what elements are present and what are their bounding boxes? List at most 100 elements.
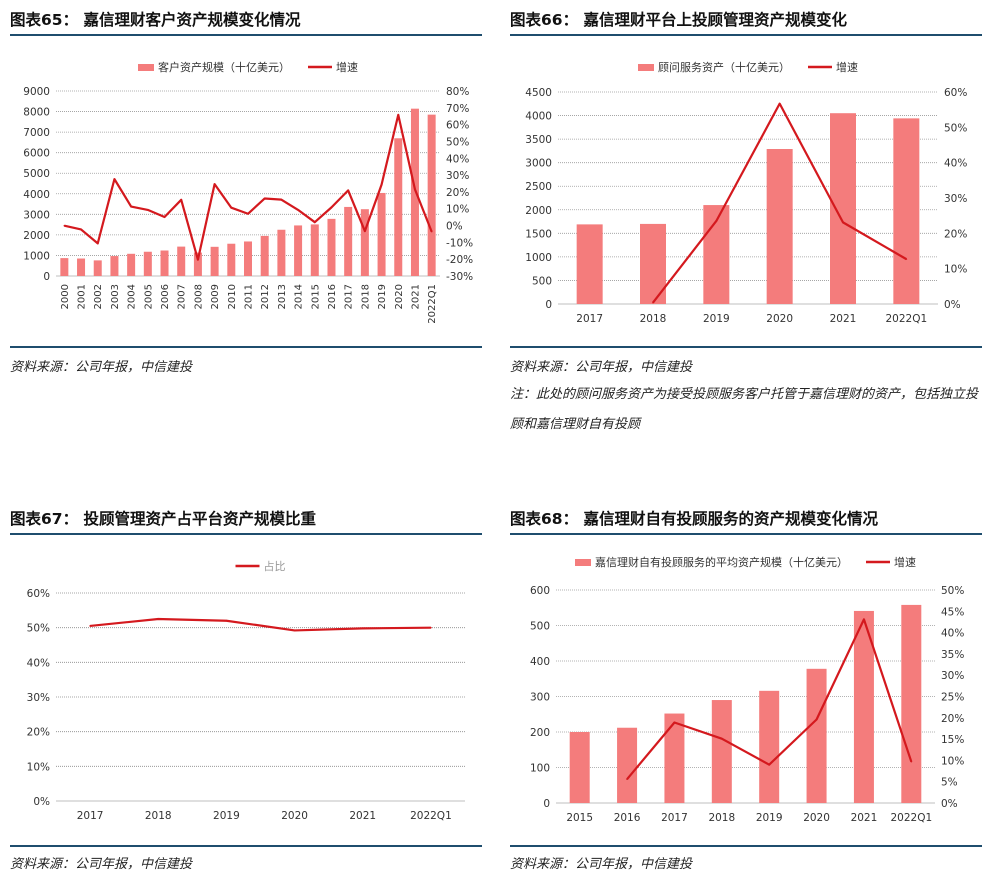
x-tick-label: 2019 (213, 810, 240, 822)
x-tick-label: 2015 (310, 284, 321, 309)
bar (260, 235, 269, 276)
legend-label-bar: 客户资产规模（十亿美元） (158, 60, 290, 74)
bar (711, 700, 732, 803)
line-point (213, 183, 216, 185)
line-point (768, 763, 770, 766)
x-tick-label: 2020 (281, 810, 308, 822)
y-tick-label: 6000 (23, 148, 50, 160)
bar (893, 118, 920, 304)
y-tick-label: 3000 (525, 158, 552, 170)
line-point (113, 178, 116, 180)
x-tick-label: 2019 (756, 812, 783, 824)
y2-tick-label: 30% (446, 170, 469, 182)
line-point (361, 627, 364, 630)
line-point (263, 197, 266, 200)
line-point (815, 718, 818, 721)
y-tick-label: 40% (27, 657, 50, 669)
y-tick-label: 300 (530, 692, 550, 704)
y-tick-label: 4000 (525, 111, 552, 123)
source-rule (10, 346, 482, 348)
y2-tick-label: 35% (941, 649, 964, 661)
bar (93, 260, 102, 276)
bar (853, 610, 874, 803)
line-point (330, 206, 333, 209)
bar (294, 225, 303, 276)
y-tick-label: 10% (27, 761, 50, 773)
y-tick-label: 1000 (23, 250, 50, 262)
y-tick-label: 1000 (525, 252, 552, 264)
line-point (652, 301, 654, 304)
legend-label-bar: 嘉信理财自有投顾服务的平均资产规模（十亿美元） (595, 555, 848, 569)
bar (277, 229, 286, 276)
bar (327, 218, 336, 276)
line-point (247, 212, 249, 215)
legend-label-line: 增速 (836, 60, 858, 74)
bar (759, 690, 780, 803)
y-tick-label: 0 (545, 299, 552, 311)
legend-swatch-bar (638, 64, 654, 71)
line-point (778, 102, 781, 105)
line-point (80, 228, 82, 231)
x-tick-label: 2007 (177, 284, 188, 309)
chart-fig68: 0 100 200 300 400 500 600 0% 5% 10% 15% 20% 25% 30% 35… (530, 555, 964, 824)
y2-tick-label: 30% (944, 193, 967, 205)
y-tick-label: 30% (27, 692, 50, 704)
line-point (863, 618, 865, 621)
line-point (157, 618, 160, 620)
x-tick-label: 2018 (360, 284, 371, 309)
y2-tick-label: 15% (941, 734, 964, 746)
y2-tick-label: 5% (941, 777, 958, 789)
x-tick-label: 2019 (703, 313, 730, 325)
x-tick-label: 2017 (661, 812, 688, 824)
y-tick-label: 5000 (23, 168, 50, 180)
figure-title: 图表68： 嘉信理财自有投顾服务的资产规模变化情况 (510, 510, 878, 528)
bar (806, 668, 827, 803)
line-point (910, 760, 913, 763)
bar (377, 192, 386, 276)
legend-label-line: 增速 (336, 60, 358, 74)
y2-tick-label: 50% (446, 136, 469, 148)
x-tick-label: 2009 (210, 284, 221, 309)
line-point (397, 114, 400, 116)
y-tick-label: 500 (532, 275, 552, 287)
bar (77, 258, 86, 276)
bar (210, 246, 219, 276)
bar (227, 243, 236, 276)
x-tick-label: 2012 (260, 284, 271, 309)
x-tick-label: 2000 (60, 284, 71, 309)
line-point (364, 230, 366, 232)
line-point (89, 625, 91, 627)
y2-tick-label: -30% (446, 271, 473, 283)
y2-tick-label: 0% (446, 221, 463, 233)
title-rule (10, 533, 482, 535)
source-text: 资料来源：公司年报，中信建投 (10, 857, 193, 872)
line-point (225, 619, 228, 622)
line-point (842, 221, 844, 224)
panel-fig65: 图表65： 嘉信理财客户资产规模变化情况 0 1000 2000 3000 4000 50… (10, 8, 482, 388)
y2-tick-label: 60% (446, 120, 469, 132)
y-tick-label: 400 (530, 656, 550, 668)
chart-fig66: 0 500 1000 1500 2000 2500 3000 3500 4000 4500 0% 10… (525, 60, 967, 325)
bar (569, 732, 590, 803)
y-tick-label: 200 (530, 727, 550, 739)
title-rule (510, 34, 982, 36)
y-tick-label: 50% (27, 623, 50, 635)
line-point (313, 221, 316, 223)
legend-label-line: 占比 (264, 559, 286, 573)
bar (830, 113, 856, 304)
x-tick-label: 2022Q1 (427, 284, 438, 324)
line-point (715, 220, 718, 222)
x-tick-label: 2003 (110, 284, 121, 309)
x-tick-label: 2021 (410, 284, 421, 309)
y2-tick-label: 20% (941, 713, 964, 725)
line-point (163, 216, 166, 218)
series-line (64, 113, 433, 261)
line-point (721, 737, 723, 740)
y2-tick-label: 50% (941, 585, 964, 597)
y2-tick-label: 45% (941, 606, 964, 618)
line-point (63, 224, 66, 227)
line-point (280, 198, 283, 201)
line-point (626, 778, 628, 780)
y-tick-label: 600 (530, 585, 550, 597)
y-tick-label: 60% (27, 588, 50, 600)
